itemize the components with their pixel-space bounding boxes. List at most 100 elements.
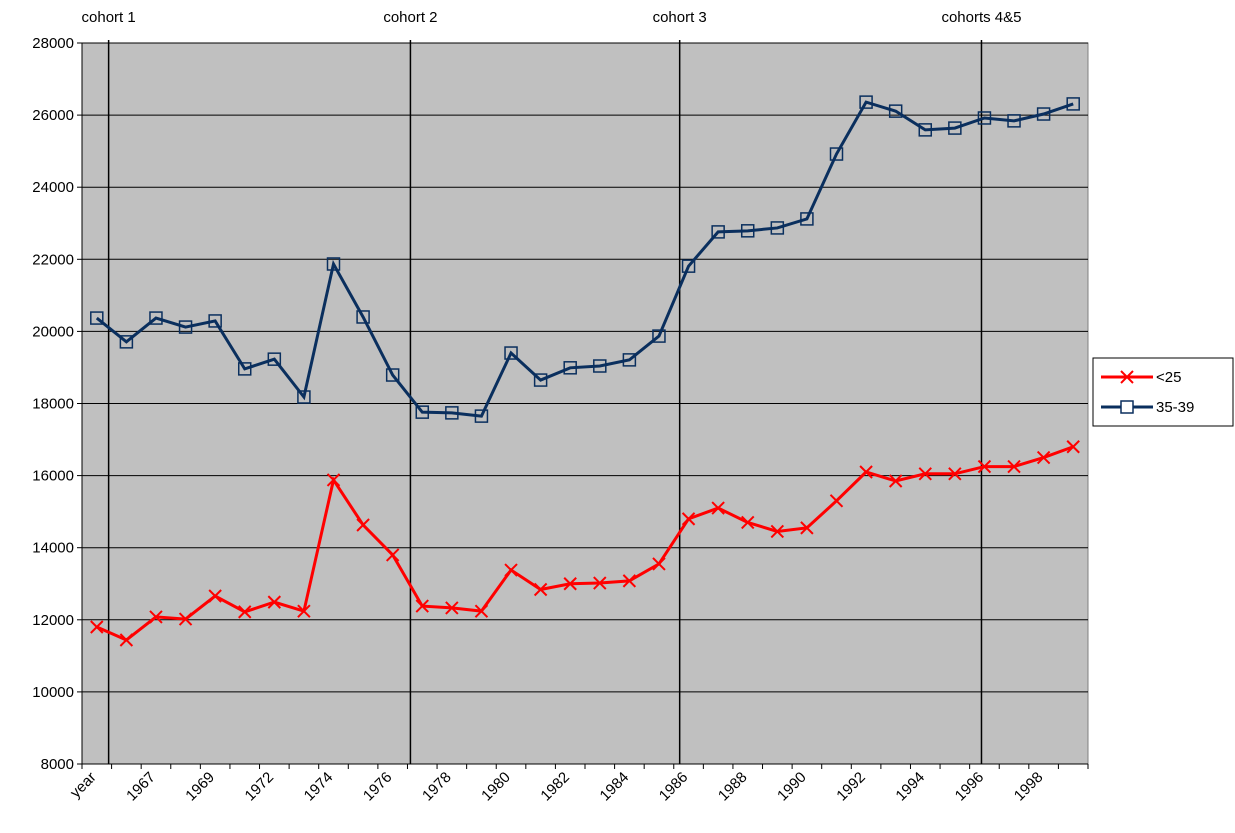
y-tick-label: 16000	[32, 468, 74, 485]
series-line	[96, 445, 1074, 642]
marker	[563, 361, 577, 375]
marker	[918, 467, 932, 481]
y-tick-label: 22000	[32, 251, 74, 268]
series	[90, 440, 1080, 647]
marker	[741, 515, 755, 530]
y-tick-label: 12000	[32, 612, 74, 629]
x-tick-label: 1972	[242, 769, 278, 805]
marker	[652, 557, 666, 571]
marker	[593, 359, 607, 373]
legend-symbol	[1120, 370, 1134, 384]
marker	[652, 329, 666, 343]
marker	[356, 310, 370, 324]
x-tick-label: 1978	[419, 769, 455, 805]
marker	[149, 311, 163, 325]
marker	[948, 467, 962, 481]
y-tick-label: 20000	[32, 323, 74, 340]
marker	[622, 574, 637, 588]
marker	[948, 121, 962, 135]
marker	[90, 311, 104, 325]
marker	[711, 501, 725, 515]
marker	[1066, 97, 1080, 111]
marker	[1066, 440, 1080, 454]
marker	[622, 353, 637, 367]
marker	[178, 320, 193, 334]
marker	[859, 95, 873, 109]
legend-symbol	[1120, 400, 1134, 414]
legend-marker	[1120, 400, 1134, 414]
marker	[593, 576, 607, 590]
x-tick-label: 1967	[123, 769, 159, 805]
x-tick-label: 1984	[597, 769, 633, 805]
y-tick-label: 14000	[32, 540, 74, 557]
marker	[918, 123, 933, 137]
marker	[504, 563, 518, 577]
marker	[533, 582, 548, 597]
marker	[681, 259, 696, 273]
x-tick-label: 1969	[182, 769, 218, 805]
marker	[533, 373, 548, 387]
marker	[800, 521, 814, 535]
marker	[385, 368, 400, 382]
x-tick-label: 1998	[1011, 769, 1047, 805]
marker	[238, 605, 252, 619]
cohort-label: cohort 1	[82, 9, 136, 26]
marker	[149, 610, 163, 624]
marker	[385, 548, 400, 562]
marker	[740, 224, 755, 238]
legend-marker	[1120, 370, 1134, 384]
series	[90, 95, 1080, 423]
x-tick-label: 1992	[833, 769, 869, 805]
marker	[237, 362, 252, 376]
marker	[829, 147, 844, 161]
marker	[1007, 114, 1021, 128]
marker	[1036, 450, 1051, 465]
marker	[800, 212, 814, 226]
marker	[888, 104, 903, 118]
marker	[474, 604, 489, 618]
marker	[859, 465, 873, 479]
cohort-label: cohort 3	[653, 9, 707, 26]
marker	[770, 221, 785, 235]
marker	[297, 604, 311, 618]
legend-label: <25	[1156, 369, 1181, 386]
marker	[563, 577, 577, 591]
y-tick-label: 28000	[32, 35, 74, 52]
x-tick-label: 1996	[952, 769, 988, 805]
legend	[1092, 357, 1234, 427]
marker	[977, 459, 992, 474]
marker	[1036, 107, 1051, 121]
marker	[711, 225, 725, 239]
legend-label: 35-39	[1156, 399, 1194, 416]
marker	[90, 620, 104, 634]
marker	[208, 314, 222, 328]
marker	[977, 111, 992, 125]
x-tick-label: 1986	[656, 769, 692, 805]
marker	[681, 512, 696, 526]
marker	[474, 409, 489, 423]
marker	[770, 524, 785, 539]
y-tick-label: 8000	[41, 756, 74, 773]
x-tick-label: 1990	[774, 769, 810, 805]
x-tick-label: year	[67, 769, 100, 802]
marker	[326, 473, 341, 487]
y-tick-label: 26000	[32, 107, 74, 124]
marker	[326, 257, 341, 271]
marker	[267, 595, 282, 609]
series-line	[95, 100, 1074, 418]
marker	[178, 612, 193, 626]
marker	[208, 589, 222, 603]
y-tick-label: 10000	[32, 684, 74, 701]
marker	[415, 599, 429, 613]
marker	[267, 352, 282, 366]
marker	[888, 474, 903, 488]
marker	[1007, 459, 1021, 474]
marker	[445, 406, 459, 420]
marker	[829, 494, 844, 508]
marker	[356, 518, 370, 532]
x-tick-label: 1980	[478, 769, 514, 805]
x-tick-label: 1982	[537, 769, 573, 805]
cohort-label: cohorts 4&5	[941, 9, 1021, 26]
marker	[119, 633, 134, 647]
x-tick-label: 1976	[360, 769, 396, 805]
